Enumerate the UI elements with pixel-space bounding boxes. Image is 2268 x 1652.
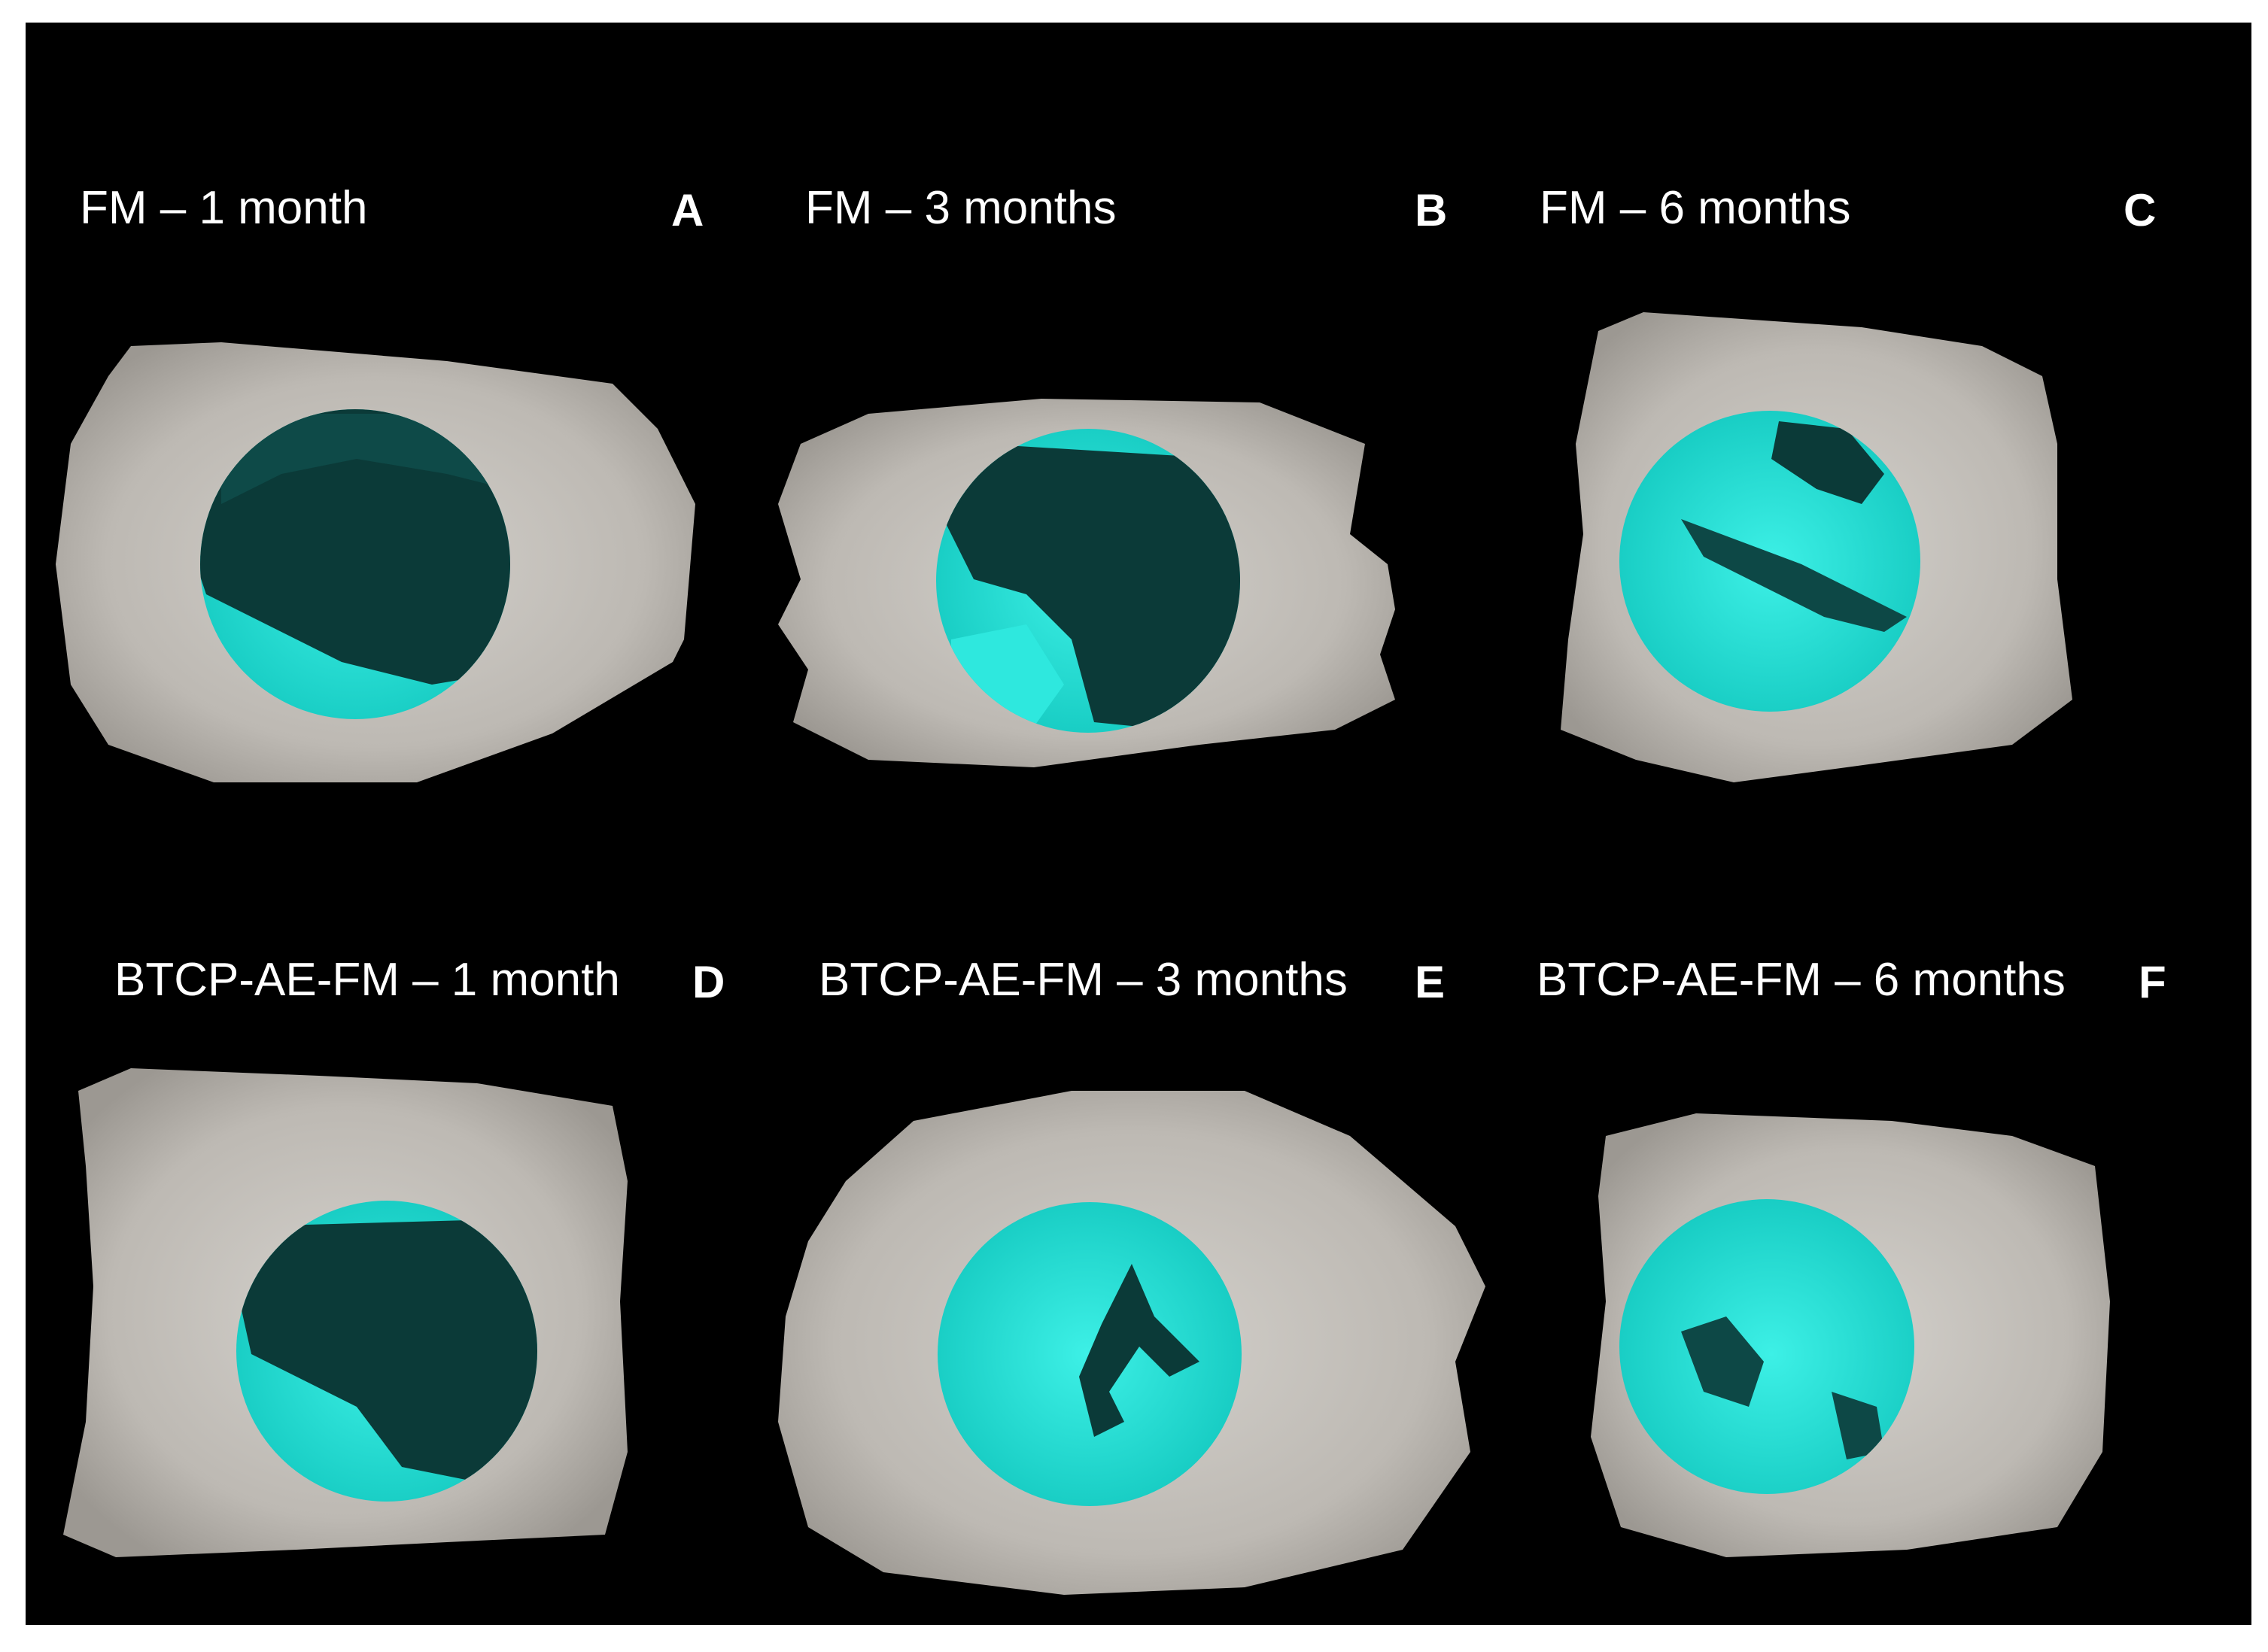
defect-area-f (1619, 1199, 1914, 1494)
specimen-panel-b (778, 399, 1395, 767)
letter-panel-f: F (2139, 957, 2166, 1007)
specimen-panel-e (778, 1091, 1485, 1595)
defect-area-b (936, 429, 1240, 733)
letter-panel-b: B (1415, 185, 1448, 235)
letter-panel-d: D (692, 957, 725, 1007)
letter-panel-c: C (2124, 185, 2157, 235)
letter-panel-e: E (1415, 957, 1446, 1007)
defect-area-d (236, 1201, 537, 1502)
specimen-panel-f (1591, 1113, 2110, 1557)
caption-panel-c: FM – 6 months (1540, 182, 1851, 234)
caption-panel-e: BTCP-AE-FM – 3 months (819, 954, 1348, 1006)
specimen-panel-a (56, 342, 695, 782)
defect-area-e (938, 1202, 1242, 1506)
caption-panel-a: FM – 1 month (80, 182, 368, 234)
caption-panel-f: BTCP-AE-FM – 6 months (1537, 954, 2066, 1006)
specimen-panel-d (63, 1068, 628, 1557)
letter-panel-a: A (671, 185, 704, 235)
specimen-images (56, 312, 2110, 1595)
specimen-panel-c (1561, 312, 2072, 782)
caption-panel-d: BTCP-AE-FM – 1 month (114, 954, 620, 1006)
figure-panel: FM – 1 month A FM – 3 months B FM – 6 mo… (26, 23, 2251, 1625)
caption-panel-b: FM – 3 months (805, 182, 1117, 234)
defect-area-c (1619, 411, 1920, 712)
defect-area-a (200, 409, 510, 719)
